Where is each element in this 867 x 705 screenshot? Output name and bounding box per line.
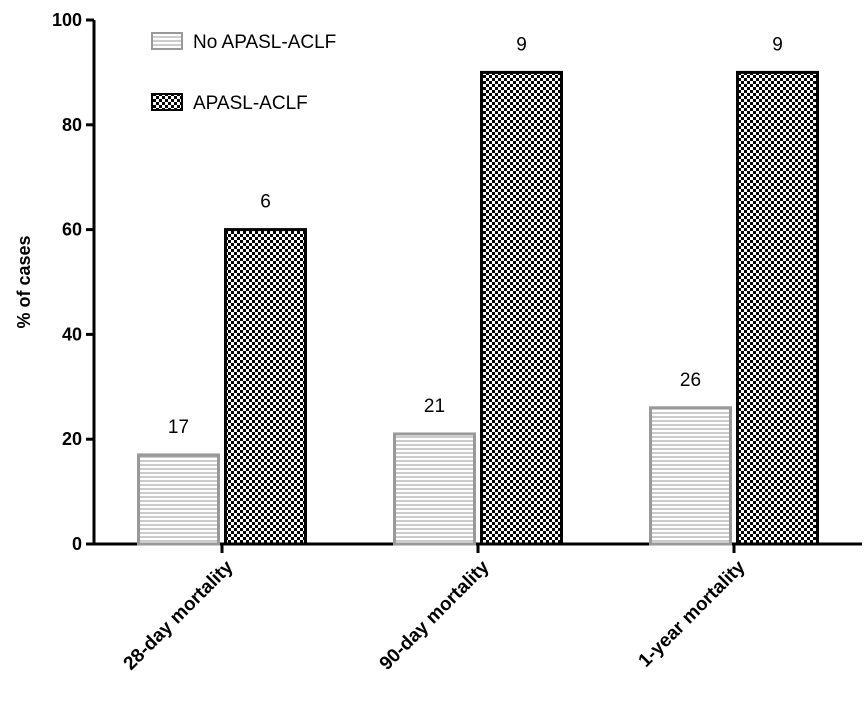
legend-swatch-no-apasl-aclf	[151, 32, 183, 50]
bar-no-apasl-aclf	[393, 432, 476, 546]
y-tick-label: 100	[52, 10, 82, 30]
legend-swatch-apasl-aclf	[151, 93, 183, 111]
y-tick-label: 60	[62, 220, 82, 240]
y-tick-label: 80	[62, 115, 82, 135]
y-tick-label: 0	[72, 534, 82, 554]
data-label-no-apasl-aclf: 17	[168, 417, 189, 438]
x-category-label: 1-year mortality	[635, 556, 750, 671]
y-axis-label: % of cases	[14, 235, 34, 328]
legend-label-apasl-aclf: APASL-ACLF	[193, 93, 308, 114]
data-label-no-apasl-aclf: 21	[424, 396, 445, 417]
bar-apasl-aclf	[224, 228, 307, 546]
bar-no-apasl-aclf	[137, 453, 220, 546]
data-label-apasl-aclf: 9	[516, 34, 527, 55]
legend: No APASL-ACLF APASL-ACLF	[151, 32, 336, 114]
y-tick-label: 40	[62, 324, 82, 344]
legend-label-no-apasl-aclf: No APASL-ACLF	[193, 32, 336, 53]
data-label-apasl-aclf: 9	[772, 34, 783, 55]
bar-apasl-aclf	[480, 70, 563, 546]
x-category-label: 90-day mortality	[376, 556, 494, 674]
x-category-label: 28-day mortality	[120, 556, 238, 674]
y-tick-label: 20	[62, 429, 82, 449]
bar-no-apasl-aclf	[649, 406, 732, 546]
bar-apasl-aclf	[736, 70, 819, 546]
data-label-apasl-aclf: 6	[260, 192, 271, 213]
data-label-no-apasl-aclf: 26	[680, 370, 701, 391]
